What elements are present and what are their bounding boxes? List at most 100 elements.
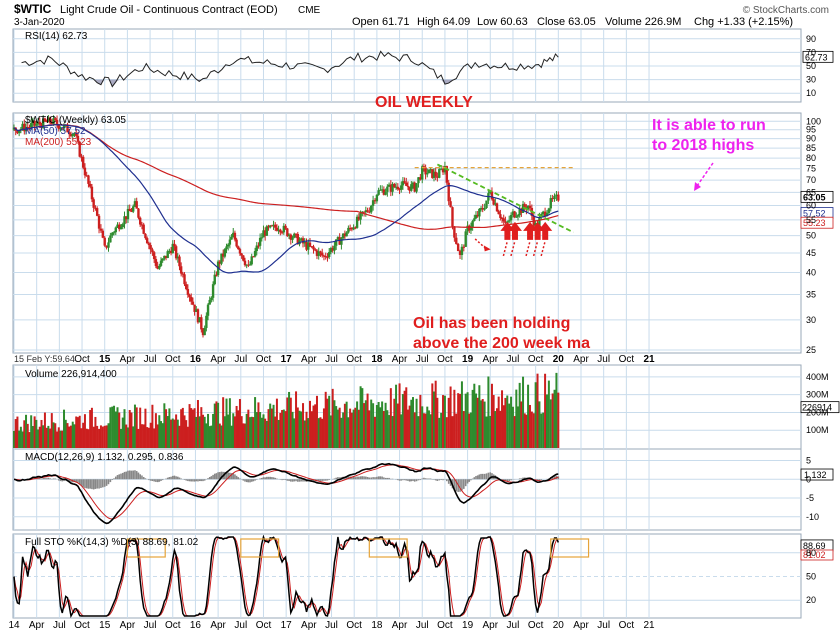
macd-histogram-bar xyxy=(188,479,191,482)
sto-tick: 20 xyxy=(806,595,816,605)
macd-histogram-bar xyxy=(85,479,88,489)
overbought-highlight-box xyxy=(368,538,408,558)
macd-histogram-bar xyxy=(412,479,414,481)
price-candle-body xyxy=(282,225,286,233)
price-candle-body xyxy=(431,169,434,178)
volume-bar xyxy=(388,415,391,448)
price-candle-body xyxy=(334,239,338,246)
price-candle-body xyxy=(382,189,386,195)
macd-histogram-bar xyxy=(144,478,147,480)
volume-bar xyxy=(329,415,332,448)
volume-bar xyxy=(453,389,456,448)
macd-histogram-bar xyxy=(197,479,199,482)
change-value: Chg +1.33 (+2.15%) xyxy=(694,16,793,28)
price-candle-body xyxy=(494,203,497,205)
price-candle-body xyxy=(411,182,415,185)
volume-bar xyxy=(19,426,22,448)
volume-bar xyxy=(165,409,168,448)
price-candle-body xyxy=(73,133,76,135)
price-candle-body xyxy=(329,248,333,253)
volume-bar xyxy=(551,393,554,448)
volume-bar xyxy=(288,391,291,448)
ma50-legend: MA(50) 57.52 xyxy=(25,126,86,137)
volume-bar xyxy=(352,409,355,448)
macd-histogram-bar xyxy=(192,479,194,482)
price-candle-body xyxy=(478,208,481,217)
price-axis-label: 15 xyxy=(99,354,111,365)
macd-histogram-bar xyxy=(402,479,404,481)
volume-bar xyxy=(269,403,272,448)
volume-bar xyxy=(549,399,552,448)
price-tick: 40 xyxy=(806,267,816,277)
macd-histogram-bar xyxy=(442,479,444,481)
bottom-axis-label: Jul xyxy=(53,620,66,631)
macd-histogram-bar xyxy=(84,479,86,489)
macd-histogram-bar xyxy=(61,479,64,482)
volume-bar xyxy=(386,410,389,448)
price-candle-body xyxy=(262,230,265,238)
rsi-tick: 70 xyxy=(806,47,816,57)
volume-bar xyxy=(105,425,108,448)
price-candle-body xyxy=(168,250,171,252)
sto-d-badge xyxy=(800,549,834,561)
price-candle-body xyxy=(286,228,289,237)
price-candle-body xyxy=(186,289,190,295)
macd-signal-line xyxy=(13,464,559,520)
price-tick: 80 xyxy=(806,153,816,163)
volume-bar xyxy=(443,395,446,448)
volume-bar xyxy=(175,414,178,448)
trendline xyxy=(436,163,574,234)
macd-histogram-bar xyxy=(148,479,150,481)
macd-histogram-bar xyxy=(455,479,458,492)
volume-bar xyxy=(254,397,257,448)
price-tick: 35 xyxy=(806,289,816,299)
volume-bar xyxy=(161,423,164,448)
bottom-axis-label: Apr xyxy=(392,620,408,631)
volume-bar xyxy=(153,428,156,448)
price-candle-body xyxy=(156,265,159,269)
volume-bar xyxy=(76,417,79,448)
price-tick: 95 xyxy=(806,125,816,135)
macd-histogram-bar xyxy=(264,477,266,480)
rsi-tick: 10 xyxy=(806,88,816,98)
macd-histogram-bar xyxy=(249,479,251,483)
volume-bar xyxy=(451,416,454,448)
volume-bar xyxy=(185,420,188,448)
price-candle-body xyxy=(99,228,103,231)
volume-bar xyxy=(373,416,376,448)
price-candle-body xyxy=(161,258,164,261)
macd-histogram-bar xyxy=(38,478,41,480)
price-candle-body xyxy=(355,216,359,228)
price-candle-body xyxy=(152,252,156,260)
macd-histogram-bar xyxy=(436,479,439,481)
volume-bar xyxy=(412,397,414,448)
price-candle-body xyxy=(270,225,274,227)
macd-histogram-bar xyxy=(118,474,121,480)
hold-annotation-line2: above the 200 week ma xyxy=(413,335,590,352)
price-candle-body xyxy=(227,244,230,247)
price-tick: 85 xyxy=(806,143,816,153)
price-candle-body xyxy=(183,274,186,285)
price-candle-body xyxy=(83,167,87,176)
price-candle-body xyxy=(553,196,556,200)
volume-bar xyxy=(356,401,359,448)
price-candle-body xyxy=(198,317,201,323)
macd-histogram-bar xyxy=(185,479,187,481)
volume-bar xyxy=(57,427,60,448)
macd-histogram-bar xyxy=(128,470,131,480)
price-candle-body xyxy=(248,264,252,266)
header-date: 3-Jan-2020 xyxy=(14,17,65,28)
macd-histogram-bar xyxy=(250,479,253,482)
price-candle-body xyxy=(69,134,73,137)
volume-bar xyxy=(553,389,556,448)
volume-bar xyxy=(132,426,135,448)
price-last-value: 55.23 xyxy=(803,218,826,228)
macd-histogram-bar xyxy=(365,476,367,480)
bottom-axis-label: 14 xyxy=(8,620,20,631)
macd-histogram-bar xyxy=(283,479,285,480)
price-axis-label: Jul xyxy=(597,354,610,365)
price-candle-body xyxy=(61,128,64,130)
price-candle-body xyxy=(333,245,336,251)
volume-bar xyxy=(42,425,45,448)
price-candle-body xyxy=(130,211,133,213)
